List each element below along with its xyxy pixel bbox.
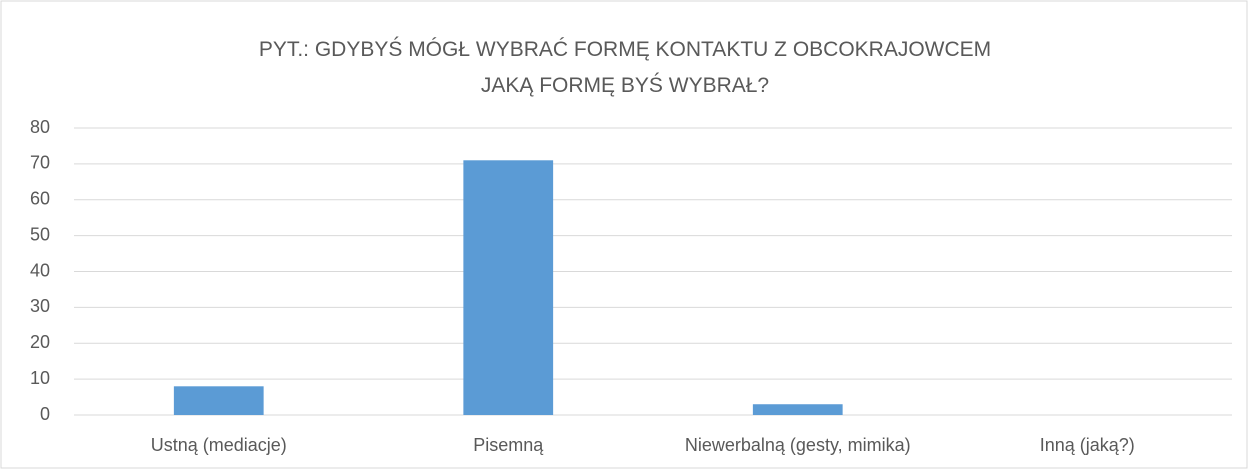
y-tick-label: 0 xyxy=(40,404,50,424)
x-tick-label: Pisemną xyxy=(473,435,544,455)
y-tick-label: 40 xyxy=(30,260,50,280)
x-tick-label: Niewerbalną (gesty, mimika) xyxy=(685,435,911,455)
chart-title: PYT.: GDYBYŚ MÓGŁ WYBRAĆ FORMĘ KONTAKTU … xyxy=(258,38,992,97)
y-tick-label: 20 xyxy=(30,332,50,352)
bar xyxy=(173,386,264,415)
y-tick-label: 50 xyxy=(30,224,50,244)
y-tick-label: 10 xyxy=(30,368,50,388)
y-tick-label: 70 xyxy=(30,153,50,173)
y-tick-label: 30 xyxy=(30,296,50,316)
y-tick-label: 80 xyxy=(30,117,50,137)
bar xyxy=(463,160,554,415)
x-tick-label: Ustną (mediacje) xyxy=(151,435,287,455)
bar xyxy=(752,404,843,415)
y-tick-label: 60 xyxy=(30,189,50,209)
x-tick-label: Inną (jaką?) xyxy=(1040,435,1135,455)
